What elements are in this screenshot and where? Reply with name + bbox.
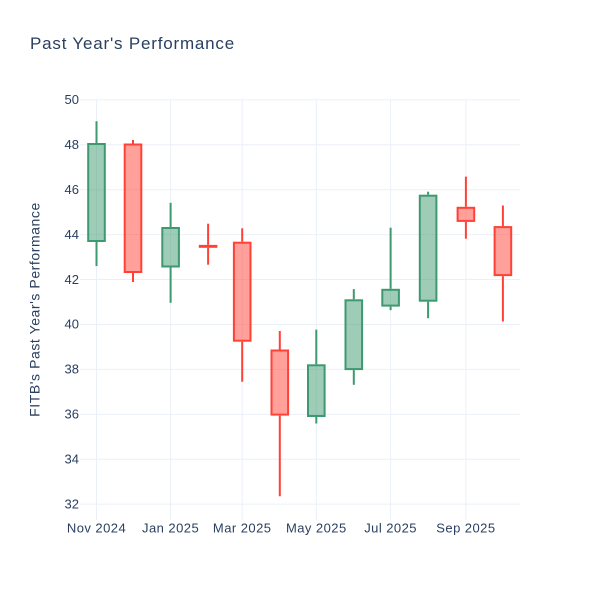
svg-text:Mar 2025: Mar 2025	[213, 520, 272, 535]
svg-text:Past Year's Performance: Past Year's Performance	[30, 34, 235, 53]
svg-text:50: 50	[65, 92, 79, 107]
svg-text:36: 36	[65, 407, 79, 422]
svg-text:Sep 2025: Sep 2025	[436, 520, 495, 535]
svg-text:FITB's Past Year's Performance: FITB's Past Year's Performance	[26, 202, 42, 417]
svg-text:Jan 2025: Jan 2025	[142, 520, 199, 535]
svg-text:34: 34	[65, 451, 79, 466]
svg-text:Nov 2024: Nov 2024	[67, 520, 126, 535]
svg-text:46: 46	[65, 182, 79, 197]
svg-text:44: 44	[65, 227, 79, 242]
svg-text:40: 40	[65, 317, 79, 332]
svg-text:32: 32	[65, 496, 79, 511]
svg-text:38: 38	[65, 362, 79, 377]
svg-text:Jul 2025: Jul 2025	[364, 520, 417, 535]
svg-text:42: 42	[65, 272, 79, 287]
svg-text:May 2025: May 2025	[286, 520, 347, 535]
svg-text:48: 48	[65, 137, 79, 152]
